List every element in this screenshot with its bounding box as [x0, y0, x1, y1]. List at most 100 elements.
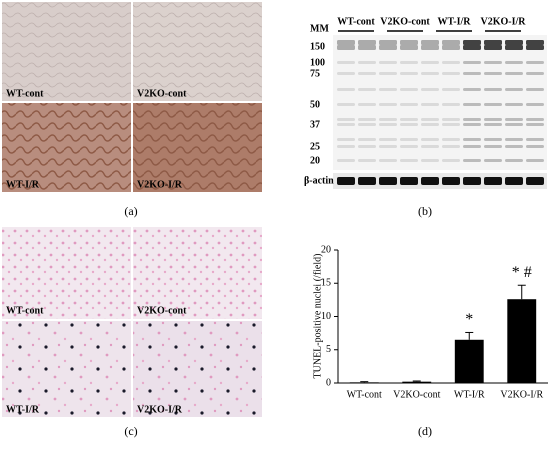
blot-band — [505, 103, 523, 106]
blot-band — [505, 123, 523, 126]
blot-band — [421, 123, 439, 126]
blot-band — [442, 118, 460, 121]
blot-band — [442, 159, 460, 162]
blot-band — [358, 159, 376, 162]
blot-band — [421, 45, 439, 50]
blot-band — [463, 145, 481, 148]
blot-band — [421, 61, 439, 64]
blot-band — [526, 118, 544, 121]
blot-band — [400, 123, 418, 126]
blot-band — [484, 159, 502, 162]
blot-band — [337, 159, 355, 162]
blot-band — [442, 103, 460, 106]
blot-band — [526, 45, 544, 50]
blot-band — [400, 145, 418, 148]
micrograph-texture — [133, 321, 262, 417]
group-label: V2KO-cont — [380, 16, 430, 27]
blot-band — [463, 72, 481, 75]
bar — [349, 382, 379, 383]
blot-band — [505, 138, 523, 141]
micrograph-texture — [133, 2, 262, 101]
actin-band — [421, 177, 439, 185]
micrograph-texture — [133, 103, 262, 192]
actin-band — [526, 177, 544, 185]
micrograph-texture — [2, 321, 131, 417]
blot-band — [358, 88, 376, 91]
blot-band — [505, 88, 523, 91]
blot-band — [400, 103, 418, 106]
blot-band — [463, 61, 481, 64]
blot-band — [337, 138, 355, 141]
blot-band — [337, 72, 355, 75]
blot-band — [463, 103, 481, 106]
marker-label: 100 — [310, 57, 325, 68]
blot-band — [484, 61, 502, 64]
blot-band — [526, 159, 544, 162]
marker-label: 25 — [310, 141, 320, 152]
image-label: V2KO-cont — [137, 305, 187, 316]
image-label: WT-I/R — [6, 179, 40, 190]
blot-band — [379, 61, 397, 64]
group-label: WT-I/R — [438, 16, 472, 27]
blot-band — [484, 40, 502, 45]
x-tick-label: WT-I/R — [454, 389, 485, 400]
blot-band — [337, 103, 355, 106]
blot-band — [421, 138, 439, 141]
blot-band — [358, 72, 376, 75]
blot-band — [463, 159, 481, 162]
actin-band — [379, 177, 397, 185]
blot-band — [379, 72, 397, 75]
group-label: V2KO-I/R — [481, 16, 527, 27]
blot-band — [442, 138, 460, 141]
actin-band — [358, 177, 376, 185]
blot-band — [337, 45, 355, 50]
blot-band — [337, 40, 355, 45]
blot-band — [379, 138, 397, 141]
panel-c: WT-cont V2KO-cont WT-I/R V2KO-I/R (c) — [2, 227, 262, 438]
blot-band — [337, 145, 355, 148]
blot-band — [400, 72, 418, 75]
blot-band — [505, 61, 523, 64]
micrograph-texture — [2, 227, 131, 319]
blot-band — [484, 103, 502, 106]
y-tick-label: 10 — [321, 311, 331, 322]
marker-label: 37 — [310, 119, 320, 130]
blot-band — [484, 123, 502, 126]
bar — [402, 381, 432, 383]
blot-band — [463, 138, 481, 141]
blot-band — [484, 138, 502, 141]
blot-band — [379, 40, 397, 45]
blot-band — [484, 145, 502, 148]
bar — [507, 299, 537, 383]
blot-band — [421, 40, 439, 45]
panel-d: TUNEL-positive nuclei (/field) (d) 0 5 10 1… — [312, 244, 548, 438]
micrograph-texture — [133, 227, 262, 319]
panel-label: (d) — [418, 424, 432, 438]
micrograph-texture — [2, 103, 131, 192]
blot-band — [484, 72, 502, 75]
actin-band — [484, 177, 502, 185]
blot-band — [442, 45, 460, 50]
image-label: WT-cont — [6, 88, 44, 99]
blot-band — [400, 88, 418, 91]
blot-band — [526, 145, 544, 148]
blot-band — [505, 40, 523, 45]
blot-band — [442, 61, 460, 64]
significance-mark: * # — [512, 264, 532, 281]
blot-band — [526, 138, 544, 141]
y-tick-label: 5 — [326, 344, 331, 355]
blot-band — [400, 159, 418, 162]
blot-band — [526, 40, 544, 45]
blot-band — [505, 118, 523, 121]
image-label: V2KO-I/R — [137, 179, 183, 190]
blot-band — [379, 118, 397, 121]
blot-band — [337, 61, 355, 64]
blot-band — [442, 145, 460, 148]
blot-band — [421, 118, 439, 121]
marker-title: MM — [310, 23, 329, 34]
blot-band — [379, 123, 397, 126]
actin-band — [337, 177, 355, 185]
marker-label: 50 — [310, 99, 320, 110]
blot-band — [379, 145, 397, 148]
